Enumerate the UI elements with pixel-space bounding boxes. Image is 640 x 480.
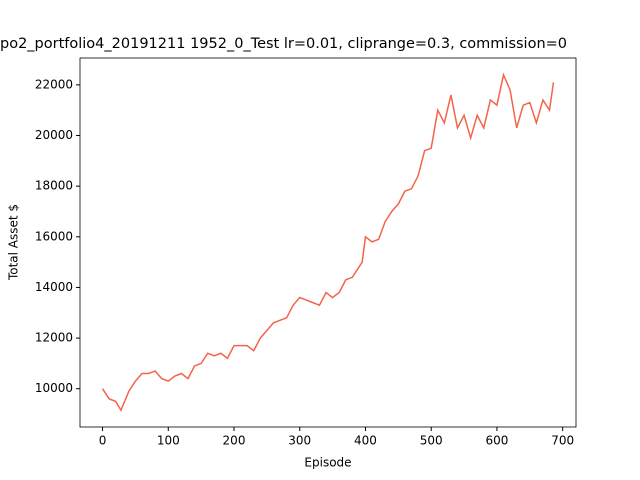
x-tick-label: 600 (485, 434, 508, 448)
chart-title: po2_portfolio4_20191211 1952_0_Test lr=0… (0, 36, 567, 52)
x-tick-label: 500 (420, 434, 443, 448)
y-tick-label: 14000 (35, 280, 73, 294)
x-tick-label: 0 (99, 434, 107, 448)
y-tick-label: 22000 (35, 77, 73, 91)
y-tick-label: 16000 (35, 229, 73, 243)
y-axis-label: Total Asset $ (7, 204, 21, 281)
y-tick-label: 18000 (35, 179, 73, 193)
y-tick-label: 20000 (35, 128, 73, 142)
plot-frame (79, 57, 577, 428)
x-tick-label: 700 (551, 434, 574, 448)
y-tick-label: 12000 (35, 331, 73, 345)
x-axis-label: Episode (304, 456, 351, 470)
x-tick-label: 200 (223, 434, 246, 448)
x-tick-label: 100 (157, 434, 180, 448)
data-line (101, 72, 555, 412)
x-tick-label: 300 (288, 434, 311, 448)
y-tick-label: 10000 (35, 381, 73, 395)
x-tick-label: 400 (354, 434, 377, 448)
